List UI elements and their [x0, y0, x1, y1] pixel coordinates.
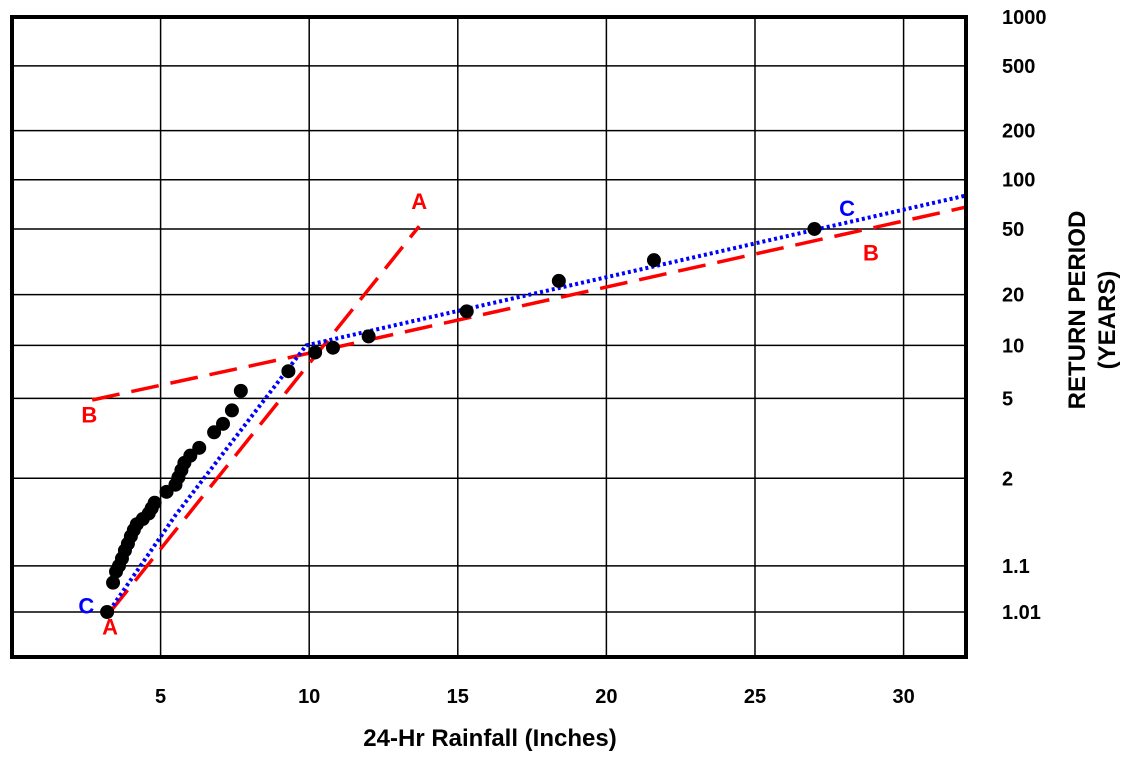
y-axis-title-line2: (YEARS) — [1094, 271, 1121, 370]
fit-line-c — [111, 193, 967, 607]
y-tick-label: 500 — [1002, 56, 1035, 78]
data-point — [207, 425, 222, 440]
line-label-b: B — [81, 402, 97, 427]
data-point — [459, 304, 474, 319]
data-point — [646, 253, 661, 268]
y-tick-label: 1.1 — [1002, 556, 1030, 578]
line-label-a: A — [102, 614, 118, 639]
y-tick-label: 100 — [1002, 170, 1035, 192]
data-point — [281, 364, 296, 379]
data-point — [106, 575, 121, 590]
data-point — [361, 329, 376, 344]
data-point — [216, 416, 231, 431]
line-label-a: A — [411, 189, 427, 214]
y-tick-label: 200 — [1002, 121, 1035, 143]
data-point — [147, 495, 162, 510]
data-point — [233, 383, 248, 398]
grid — [12, 17, 966, 657]
line-label-b: B — [863, 240, 879, 265]
y-tick-label: 20 — [1002, 285, 1024, 307]
data-point — [807, 221, 822, 236]
data-point — [308, 345, 323, 360]
y-axis-title-line1: RETURN PERIOD — [1064, 211, 1091, 410]
fit-lines — [91, 193, 967, 614]
data-point — [224, 403, 239, 418]
y-tick-label: 10 — [1002, 335, 1024, 357]
x-tick-label: 10 — [298, 686, 320, 708]
data-point — [100, 605, 115, 619]
data-point — [325, 340, 340, 355]
x-tick-labels: 5 10 15 20 25 30 — [155, 686, 915, 708]
x-tick-label: 30 — [892, 686, 914, 708]
line-label-c: C — [839, 196, 855, 221]
fit-line-b — [91, 205, 967, 402]
x-axis-title: 24-Hr Rainfall (Inches) — [363, 725, 616, 752]
line-label-c: C — [78, 594, 94, 619]
x-tick-label: 5 — [155, 686, 166, 708]
x-tick-label: 15 — [447, 686, 469, 708]
y-tick-label: 1000 — [1002, 7, 1047, 29]
plot-frame — [10, 15, 968, 659]
y-tick-labels: 1.01 1.1 2 5 10 20 50 100 200 500 1000 — [1002, 7, 1047, 624]
y-tick-label: 1.01 — [1002, 602, 1041, 624]
x-tick-label: 20 — [595, 686, 617, 708]
fit-line-a — [108, 225, 421, 614]
y-tick-label: 50 — [1002, 219, 1024, 241]
data-point — [192, 440, 207, 455]
y-tick-label: 5 — [1002, 388, 1013, 410]
data-points — [100, 221, 822, 619]
x-tick-label: 25 — [744, 686, 766, 708]
y-tick-label: 2 — [1002, 468, 1013, 490]
data-point — [551, 273, 566, 288]
